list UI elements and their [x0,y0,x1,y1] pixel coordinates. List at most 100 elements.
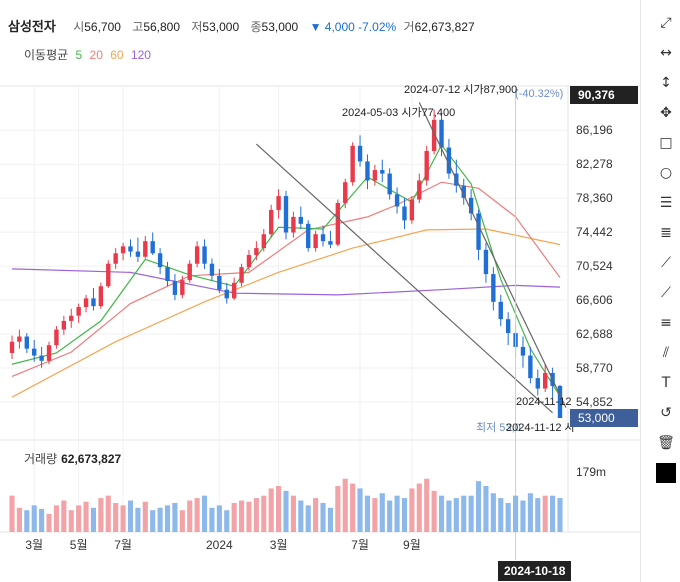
ma60-line [11,228,561,398]
volume-bar [201,495,208,532]
volume-bar [401,498,408,532]
volume-bar [535,498,541,532]
volume-total: 62,673,827 [61,452,122,466]
volume-bar [90,507,97,532]
volume-bar [209,507,215,532]
fib-4-icon[interactable]: ≣ [660,225,672,241]
x-tick-label: 7월 [114,538,132,552]
volume-bar [461,495,467,532]
volume-bar [298,500,304,532]
cursor-date-badge: 2024-10-18 [498,561,572,581]
candle-body [446,147,452,174]
x-tick-label: 7월 [351,538,369,552]
rectangle-icon[interactable]: □ [659,135,673,151]
color-swatch-icon[interactable] [652,460,680,486]
volume-bar [387,500,393,532]
open-value: 56,700 [84,20,121,34]
volume-bar [246,501,252,532]
candle-body [328,241,333,245]
change-value: ▼ 4,000 -7.02% [309,20,397,34]
candlestick-chart[interactable]: 86,196 82,278 78,360 74,442 70,524 66,606 62,6… [0,0,640,582]
volume-value: 62,673,827 [414,20,475,34]
parallel-lines-icon[interactable]: ⫽ [662,345,670,361]
x-tick-label: 3월 [25,538,43,552]
volume-bar [527,493,533,532]
volume-bar [379,493,385,532]
candle-body [394,194,400,207]
candle-body [135,251,141,257]
volume-bar [394,495,400,532]
volume-bar [424,478,430,532]
candle-body [106,263,111,287]
volume-bar [305,505,311,532]
high-value: 56,800 [143,20,181,34]
candle-body [505,319,511,334]
volume-bar [483,485,489,532]
low-value: 53,000 [202,20,240,34]
candle-body [261,234,266,249]
candle-body [542,372,548,389]
channel-icon[interactable]: ≡ [660,315,672,331]
candle-body [409,199,415,221]
annotation-a3: 2024-11-12 [516,396,571,408]
candle-body [157,253,163,268]
undo-icon[interactable]: ↺ [660,405,672,421]
volume-bar [172,502,178,532]
candle-body [61,320,67,330]
candle-body [17,336,22,342]
ma-legend[interactable]: 이동평균 5 20 60 120 [24,48,151,62]
volume-bar [357,488,363,532]
volume-bar [261,495,267,532]
fib-3-icon[interactable]: ☰ [659,195,673,211]
volume-bar [542,495,548,532]
ma5-line [11,143,561,397]
candle-body [520,346,526,356]
volume-bar [327,507,333,532]
horizontal-line-icon[interactable]: ↔ [660,45,672,61]
vertical-line-icon[interactable]: ↕ [660,75,672,91]
candle-body [172,281,178,295]
candle-body [365,161,370,181]
volume-bar [505,502,511,532]
candle-body [24,336,30,349]
expand-icon[interactable]: ⤢ [660,15,672,31]
volume-bar [105,495,111,532]
candle-body [461,185,466,198]
y-tick-label: 74,442 [576,225,613,239]
y-tick-label: 70,524 [576,259,613,273]
circle-icon[interactable]: ○ [659,165,673,181]
volume-bar [46,513,52,532]
candle-body [417,180,422,200]
volume-bar [61,500,67,532]
fan-icon[interactable]: ⟋ [661,285,671,301]
volume-bar [438,495,445,532]
candle-body [128,246,133,252]
volume-bar [179,510,185,532]
volume-title: 거래량 62,673,827 [24,452,122,466]
volume-bar [253,498,259,532]
candle-body [98,286,104,307]
y-tick-label: 66,606 [576,293,613,307]
volume-bar [224,510,230,532]
text-icon[interactable]: T [661,375,671,391]
speed-line-icon[interactable]: ⟋ [661,255,671,271]
candle-body [246,255,252,268]
candle-body [46,345,52,361]
volume-axis-label: 179m [576,465,606,479]
crosshair-icon[interactable]: ✥ [660,105,672,121]
volume-bar [313,498,319,532]
volume-bar [513,495,519,532]
candle-body [217,275,222,290]
y-tick-label: 86,196 [576,123,613,137]
ma120-label: 120 [130,48,151,62]
volume-bar [453,498,459,532]
volume-bar [335,485,341,532]
volume-bar [520,500,526,532]
y-tick-label: 54,852 [576,395,613,409]
volume-bar [194,498,200,532]
trash-icon[interactable]: 🗑 [657,435,675,451]
candle-body [224,289,229,299]
candle-body [165,267,170,282]
trendline-upper [418,102,567,408]
candle-body [528,355,533,379]
